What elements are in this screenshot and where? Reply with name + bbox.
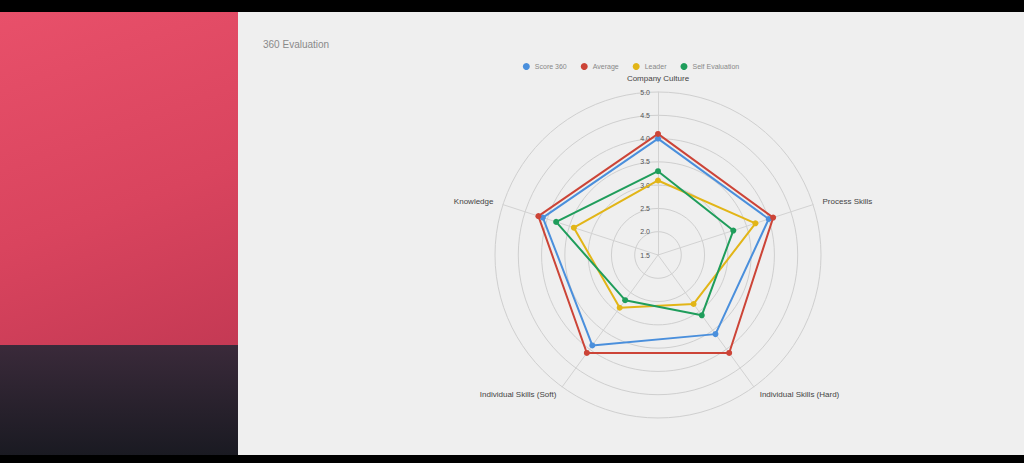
svg-text:Individual Skills (Hard): Individual Skills (Hard) bbox=[760, 390, 840, 399]
svg-text:Process Skills: Process Skills bbox=[823, 197, 873, 206]
svg-text:Knowledge: Knowledge bbox=[454, 197, 494, 206]
svg-text:4.5: 4.5 bbox=[640, 112, 650, 119]
svg-text:Leader: Leader bbox=[645, 63, 667, 70]
svg-text:3.5: 3.5 bbox=[640, 158, 650, 165]
svg-text:Self Evaluation: Self Evaluation bbox=[692, 63, 739, 70]
svg-text:Score 360: Score 360 bbox=[535, 63, 567, 70]
svg-text:3.0: 3.0 bbox=[640, 181, 650, 189]
svg-text:360 Evaluation: 360 Evaluation bbox=[263, 39, 329, 50]
svg-text:Average: Average bbox=[593, 63, 619, 71]
svg-text:2.5: 2.5 bbox=[640, 205, 650, 212]
svg-text:Company Culture: Company Culture bbox=[627, 74, 690, 83]
svg-text:2.0: 2.0 bbox=[640, 228, 650, 235]
svg-text:4.0: 4.0 bbox=[640, 135, 650, 143]
svg-text:1.5: 1.5 bbox=[640, 252, 650, 259]
svg-text:Individual Skills (Soft): Individual Skills (Soft) bbox=[480, 390, 557, 399]
svg-text:5.0: 5.0 bbox=[640, 89, 650, 96]
